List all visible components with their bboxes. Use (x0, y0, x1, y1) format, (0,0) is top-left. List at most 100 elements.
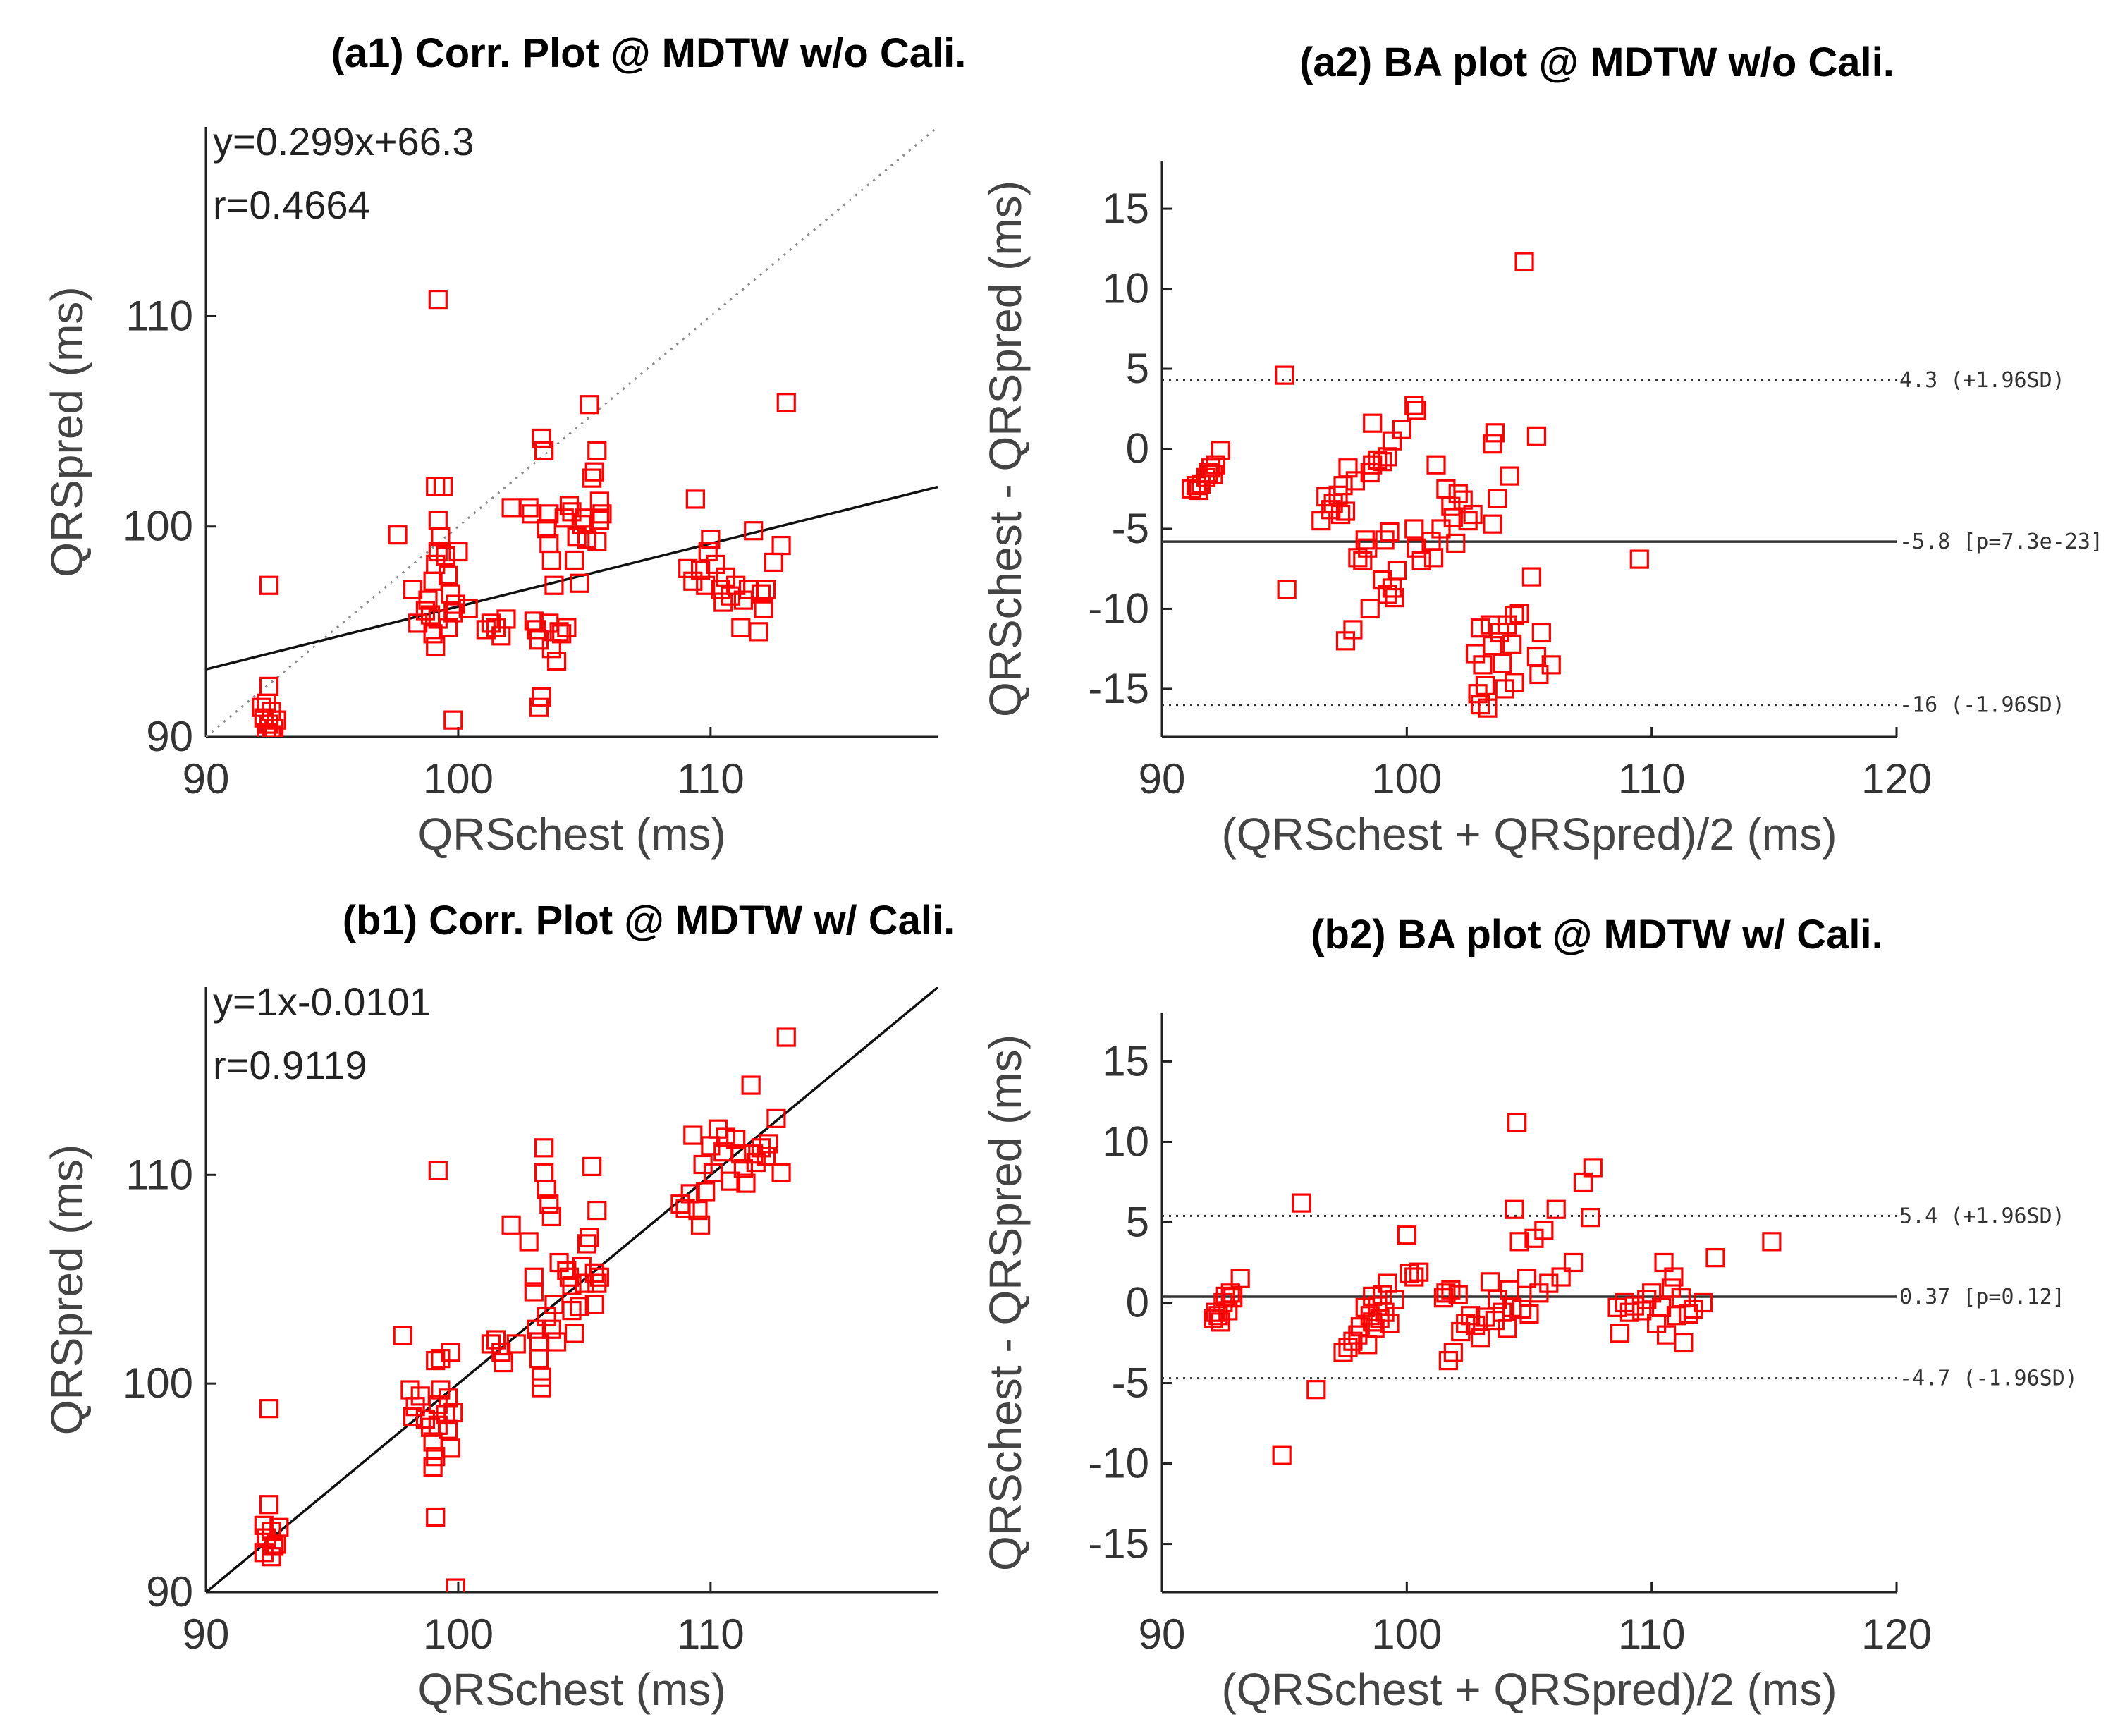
data-point (1461, 1306, 1481, 1326)
data-point (1541, 655, 1561, 675)
data-point (519, 498, 539, 518)
data-point (532, 687, 551, 707)
data-point (1762, 1232, 1782, 1252)
data-point (426, 1507, 446, 1527)
y-tick-label: 10 (1102, 265, 1149, 312)
y-tick-label: 90 (146, 1568, 193, 1615)
data-point (501, 1215, 521, 1235)
data-point (1333, 476, 1353, 496)
y-tick-label: 15 (1102, 185, 1149, 232)
data-point (1372, 452, 1392, 472)
data-point (1343, 620, 1363, 640)
data-point (683, 1125, 703, 1145)
data-point (749, 622, 768, 642)
data-point (1363, 413, 1383, 433)
data-point (1656, 1325, 1677, 1345)
data-point (733, 1159, 753, 1179)
data-point (1473, 655, 1493, 675)
data-point (252, 697, 271, 717)
data-point (1436, 1283, 1456, 1303)
data-point (519, 1232, 539, 1252)
data-point (441, 1343, 460, 1362)
data-point (257, 723, 276, 737)
data-point (458, 599, 478, 618)
data-point (446, 1578, 465, 1592)
data-point (259, 676, 279, 697)
data-point (481, 613, 501, 633)
data-point (534, 1138, 554, 1158)
plot-area (206, 127, 938, 737)
data-point (1517, 1269, 1537, 1288)
panel-b1: (b1) Corr. Plot @ MDTW w/ Cali. 90 100 110… (42, 898, 955, 1715)
y-axis-label: QRSpred (ms) (42, 286, 92, 577)
data-point (580, 1228, 599, 1247)
data-point (1529, 664, 1549, 685)
data-point (582, 468, 602, 488)
data-point (738, 580, 759, 599)
data-point (403, 580, 423, 599)
data-point (771, 535, 791, 556)
data-point (1311, 511, 1331, 531)
data-point (1632, 1301, 1652, 1321)
data-point (400, 1380, 420, 1400)
data-point (696, 1182, 716, 1202)
data-point (1407, 401, 1426, 420)
data-point (441, 1438, 460, 1458)
data-point (1382, 431, 1402, 451)
data-point (446, 594, 465, 614)
data-point (582, 1156, 602, 1177)
data-point (721, 1171, 741, 1191)
data-point (1485, 423, 1505, 443)
x-tick-label: 110 (677, 1610, 745, 1658)
data-point (443, 1402, 463, 1423)
data-point (439, 565, 458, 585)
data-point (776, 393, 796, 412)
data-point (1204, 465, 1223, 484)
y-tick-label: -15 (1088, 665, 1149, 712)
data-point (1664, 1267, 1684, 1287)
data-point (575, 1273, 594, 1293)
data-point (433, 477, 453, 496)
data-point (539, 1194, 559, 1214)
data-point (1446, 533, 1466, 553)
data-point (675, 1199, 695, 1218)
x-tick-label: 120 (1861, 755, 1932, 802)
fit-equation: y=0.299x+66.3 (213, 119, 474, 164)
y-tick-label: 110 (125, 1151, 193, 1198)
data-point (754, 599, 773, 618)
data-point (741, 1075, 761, 1095)
data-point (570, 573, 589, 593)
data-point (1404, 519, 1424, 539)
data-point (587, 1200, 607, 1221)
data-point (544, 575, 564, 595)
ref-line-label: -16 (-1.96SD) (1899, 693, 2065, 718)
data-point (1407, 538, 1426, 558)
data-point (1368, 450, 1388, 470)
data-point (262, 725, 281, 737)
data-point (557, 1261, 577, 1280)
x-tick-label: 120 (1861, 1610, 1932, 1658)
data-point (1306, 1380, 1326, 1400)
data-point (1509, 1232, 1529, 1252)
data-point (1201, 458, 1221, 478)
x-tick-label: 110 (1618, 1610, 1686, 1658)
data-point (1521, 567, 1542, 587)
data-point (580, 395, 599, 415)
data-point (564, 1324, 584, 1343)
panel-title: (b2) BA plot @ MDTW w/ Cali. (1311, 912, 1883, 958)
data-point (1546, 1199, 1566, 1219)
data-point (577, 530, 597, 549)
data-point (592, 504, 612, 524)
y-axis-label: QRSchest - QRSpred (ms) (980, 181, 1031, 717)
data-point (726, 1130, 746, 1149)
data-point (1505, 673, 1524, 692)
data-point (436, 546, 455, 566)
data-point (267, 710, 286, 730)
data-point (388, 525, 408, 545)
data-point (552, 624, 572, 644)
data-point (690, 1215, 711, 1235)
data-point (564, 550, 584, 570)
data-point (541, 1206, 561, 1227)
data-point (1629, 549, 1649, 569)
data-point (1694, 1292, 1713, 1313)
